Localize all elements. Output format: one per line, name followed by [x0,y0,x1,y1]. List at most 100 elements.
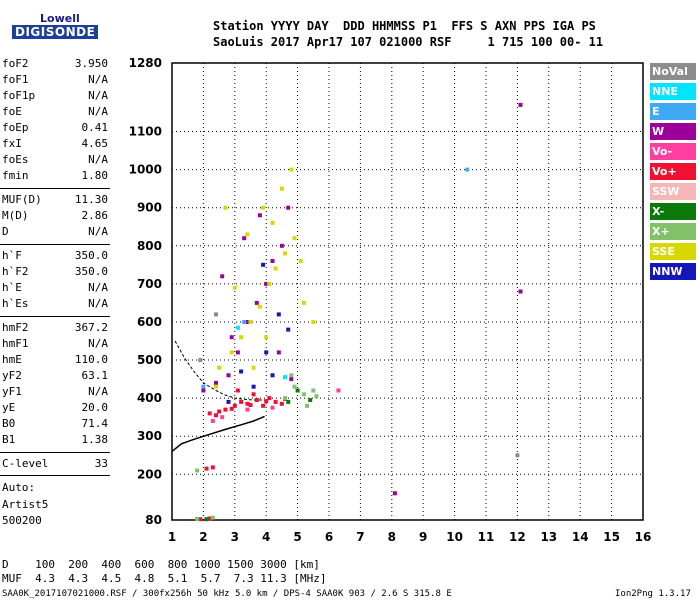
point-sse [229,350,234,355]
point-w [270,259,275,263]
x-tick-label: 15 [603,530,620,544]
param-name: C-level [2,457,49,470]
param-name: h`F [2,249,22,262]
logo-badge: DIGISONDE [12,25,99,39]
trace-lines [171,340,265,452]
param-row: h`F 350.0 [2,249,108,265]
point-vo- [264,399,269,404]
param-value: N/A [88,73,108,86]
point-vo- [198,517,203,522]
x-tick-label: 5 [293,530,301,544]
point-sse [217,365,222,370]
point-x- [308,398,313,402]
point-x- [292,384,297,389]
point-w [279,243,284,248]
point-vo- [254,398,259,402]
point-noval [515,453,520,458]
param-row: yF1 N/A [2,385,108,401]
x-tick-label: 11 [478,530,495,544]
series-nne [235,325,287,380]
point-vo- [217,409,222,414]
point-sse [251,365,256,370]
point-vo- [239,399,244,404]
param-value: 4.65 [81,137,109,150]
param-row: hmF1 N/A [2,337,108,353]
param-name: hmF2 [2,321,29,334]
point-w [201,388,206,393]
point-sse [292,236,297,241]
point-sse [289,167,294,172]
point-vo- [232,403,237,408]
series-w [201,102,523,496]
param-value: 63.1 [81,369,109,382]
point-w [245,320,250,324]
point-vo- [214,413,218,418]
legend-item-ssw: SSW [650,183,696,200]
point-sse [245,232,250,237]
chart-grid [171,62,644,521]
y-tick-label: 1100 [129,125,162,139]
point-sse [311,320,316,324]
point-nnw [239,369,244,374]
y-tick-label: 200 [137,467,162,481]
point-vo- [207,516,212,521]
point-x- [289,373,294,378]
point-x- [301,392,306,397]
y-tick-label: 1000 [129,163,162,177]
param-row: B1 1.38 [2,433,108,449]
header-line-2: SaoLuis 2017 Apr17 107 021000 RSF 1 715 … [213,35,604,49]
point-w [254,300,259,305]
point-nnw [261,262,266,267]
series-nnw [226,262,291,404]
param-value: N/A [88,225,108,238]
point-w [518,289,523,294]
param-value: N/A [88,337,108,350]
param-name: foF1p [2,89,36,102]
param-name: foEp [2,121,29,134]
param-row: hmE 110.0 [2,353,108,369]
point-w [214,380,218,385]
param-name: MUF(D) [2,193,42,206]
point-nnw [264,350,269,355]
y-tick-label: 600 [137,315,162,329]
point-w [392,491,397,496]
legend-item-vo-: Vo- [650,143,696,160]
x-tick-label: 4 [262,530,270,544]
param-row: C-level 33 [2,457,108,473]
point-vo- [270,405,275,410]
param-name: fmin [2,169,29,182]
param-row: foE N/A [2,105,108,121]
point-sse [283,251,287,256]
point-w [229,335,234,340]
param-name: h`F2 [2,265,29,278]
param-value: N/A [88,385,108,398]
param-value: 2.86 [81,209,109,222]
y-tick-label: 900 [137,201,162,215]
point-vo- [251,392,256,397]
param-name: h`E [2,281,22,294]
y-tick-label: 800 [137,239,162,253]
point-vo- [279,401,284,406]
point-w [286,205,291,210]
point-vo- [273,399,278,404]
param-name: hmE [2,353,22,366]
point-x- [204,517,209,522]
series-x- [204,388,313,522]
param-value: 20.0 [81,401,109,414]
param-value: 350.0 [74,265,108,278]
point-vo- [220,415,225,420]
x-tick-label: 10 [446,530,463,544]
point-e [201,384,206,389]
auto-label: Auto: [2,481,36,494]
param-row: yE 20.0 [2,401,108,417]
param-name: h`Es [2,297,29,310]
point-vo- [204,466,209,471]
param-name: foF1 [2,73,29,86]
param-name: fxI [2,137,22,150]
param-row: h`E N/A [2,281,108,297]
param-row: foF1p N/A [2,89,108,105]
logo-text: Lowell [40,12,80,25]
x-tick-label: 12 [509,530,526,544]
param-name: B0 [2,417,16,430]
param-value: 3.950 [74,57,108,70]
